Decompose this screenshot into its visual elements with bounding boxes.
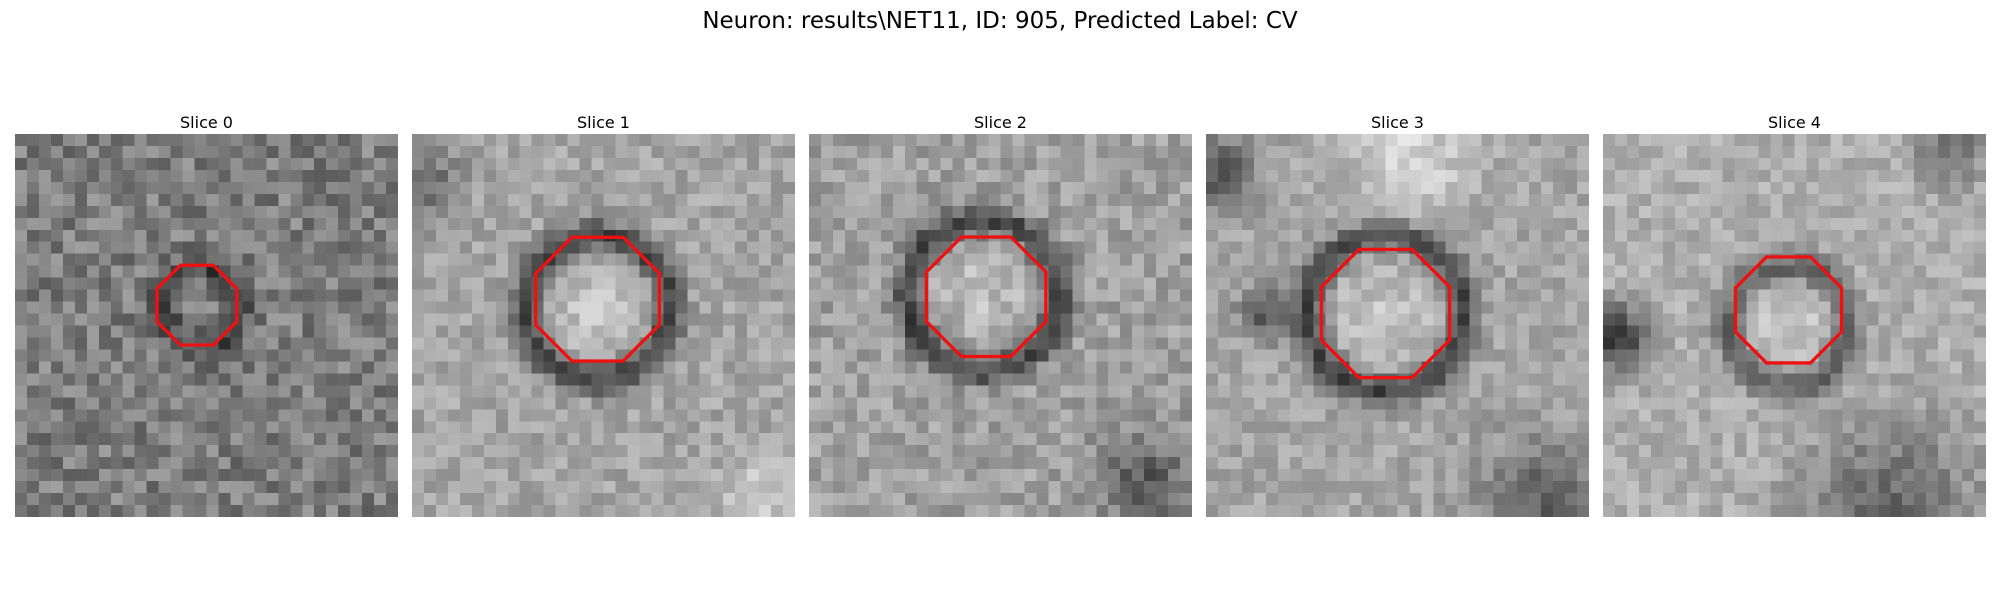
slice-title-0: Slice 0 [180,113,233,132]
slice-image-0 [15,134,398,517]
slice-title-4: Slice 4 [1768,113,1821,132]
slice-panel-3: Slice 3 [1206,113,1589,517]
slice-image-4 [1603,134,1986,517]
contour-outline [533,235,662,363]
slice-image-2 [809,134,1192,517]
slice-title-1: Slice 1 [577,113,630,132]
contour-outline [1733,255,1844,365]
slice-panel-1: Slice 1 [412,113,795,517]
slice-panel-2: Slice 2 [809,113,1192,517]
contour-outline [924,235,1048,359]
contour-outline [155,263,239,347]
slice-title-2: Slice 2 [974,113,1027,132]
slice-panel-0: Slice 0 [15,113,398,517]
slice-title-3: Slice 3 [1371,113,1424,132]
slice-image-3 [1206,134,1589,517]
figure-title: Neuron: results\NET11, ID: 905, Predicte… [702,8,1298,34]
slice-panel-4: Slice 4 [1603,113,1986,517]
contour-outline [1319,247,1452,380]
slice-image-1 [412,134,795,517]
